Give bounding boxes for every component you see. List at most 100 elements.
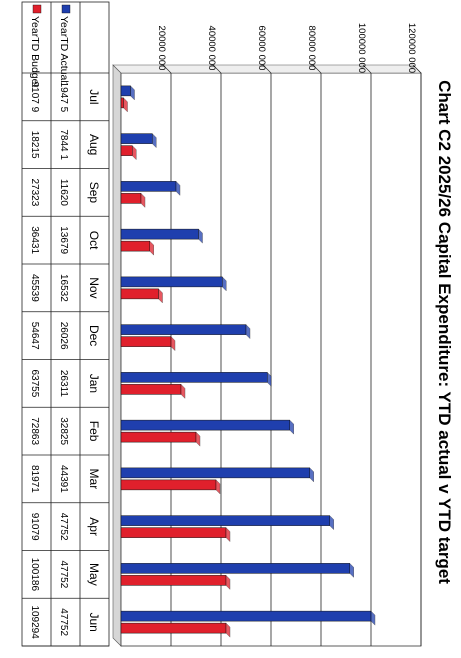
data-value-cell: 13679 (58, 226, 69, 254)
gridline-depth (412, 64, 422, 74)
data-value-cell: 47752 (58, 513, 69, 541)
bar-top (170, 336, 176, 352)
data-value-cell: 44391 (58, 465, 69, 493)
data-value-cell: 11620 (58, 179, 69, 207)
plot-floor (112, 64, 122, 647)
bar (120, 431, 197, 443)
bar-top (198, 228, 203, 244)
bar-top (152, 133, 157, 149)
bar-top (123, 97, 128, 113)
bar (120, 145, 133, 156)
y-tick-label: 120000 000 (406, 23, 417, 73)
category-label: Jun (87, 612, 101, 631)
series-label: YearTD Actual (58, 16, 70, 83)
data-value-cell: 26026 (58, 322, 69, 350)
data-value-cell: 91079 (29, 513, 40, 541)
bar (120, 575, 227, 586)
category-label: Feb (87, 421, 101, 442)
bar-top (215, 479, 221, 495)
bar (120, 240, 150, 252)
data-value-cell: 47752 (58, 560, 69, 588)
bar-top (175, 180, 181, 196)
gridline-depth (362, 64, 372, 74)
data-value-cell: 26311 (58, 370, 69, 398)
data-value-cell: 27323 (29, 178, 40, 206)
data-value-cell: 81971 (29, 465, 40, 493)
data-value-cell: 18215 (29, 131, 40, 159)
bar (120, 372, 268, 383)
category-label: Jan (87, 374, 101, 393)
y-tick-label: 60000 000 (256, 26, 267, 71)
y-tick-label: 100000 000 (356, 23, 367, 73)
chart-title: Chart C2 2025/26 Capital Expenditure: YT… (435, 80, 454, 584)
data-value-cell: 7844 1 (58, 129, 69, 160)
gridline-depth (312, 64, 322, 74)
data-value-cell: 9107 9 (29, 82, 40, 113)
data-value-cell: 63755 (29, 369, 40, 397)
series-label: YearTD Budget (29, 16, 41, 87)
bar (120, 133, 153, 144)
bar (120, 85, 131, 97)
category-label: Sep (87, 182, 101, 204)
bar (120, 479, 217, 491)
data-value-cell: 100186 (29, 558, 40, 592)
data-value-cell: 54647 (29, 322, 40, 350)
y-tick-label: 40000 000 (206, 26, 217, 71)
category-label: Apr (87, 517, 101, 536)
category-label: Dec (87, 325, 101, 346)
data-value-cell: 45539 (29, 274, 40, 302)
bar-top (158, 288, 163, 304)
bar-top (370, 610, 376, 626)
bar (120, 193, 142, 204)
gridline-depth (262, 64, 272, 74)
bar (120, 336, 172, 347)
data-table: Jul Aug Sep Oct Nov Dec Jan Feb Mar Apr May Jun Year… (21, 1, 110, 647)
bar-top (149, 240, 154, 256)
bar-top (222, 276, 227, 292)
data-value-cell: 72863 (29, 417, 40, 445)
legend-swatch (61, 4, 71, 14)
bar-top (329, 515, 334, 531)
gridline-depth (212, 64, 222, 74)
bar (120, 622, 227, 634)
bar-top (132, 145, 137, 161)
bar (120, 563, 350, 574)
value-axis-ticks: 20000 000 40000 000 60000 000 80000 000 1000… (156, 23, 417, 73)
category-label: Nov (87, 277, 101, 298)
data-value-cell: 1947 5 (58, 82, 69, 113)
bar (120, 181, 177, 192)
bar-top (245, 324, 251, 340)
category-label: May (87, 563, 101, 586)
data-value-cell: 36431 (29, 226, 40, 254)
bar-top (140, 192, 146, 208)
data-value-cell: 109294 (29, 605, 40, 639)
bar-top (225, 622, 231, 638)
bar (120, 324, 247, 335)
bar (120, 288, 159, 300)
bar (120, 384, 182, 395)
bar-top (225, 527, 231, 543)
bar-top (289, 419, 294, 435)
bar (120, 276, 223, 288)
bar-top (267, 371, 272, 387)
data-value-cell: 16532 (58, 274, 69, 302)
bar (120, 467, 310, 479)
category-label: Aug (87, 134, 101, 155)
legend-swatch (32, 4, 42, 14)
bar (120, 527, 227, 538)
bar (120, 228, 199, 240)
category-label: Mar (87, 469, 101, 490)
bar-top (225, 574, 231, 590)
bar-top (195, 431, 201, 447)
bar-top (349, 562, 354, 578)
plot-area (112, 64, 422, 647)
category-label: Oct (87, 231, 101, 250)
bar (120, 515, 330, 526)
bar-top (309, 467, 314, 483)
y-tick-label: 80000 000 (306, 26, 317, 71)
y-tick-label: 20000 000 (156, 26, 167, 71)
data-value-cell: 47752 (58, 608, 69, 636)
